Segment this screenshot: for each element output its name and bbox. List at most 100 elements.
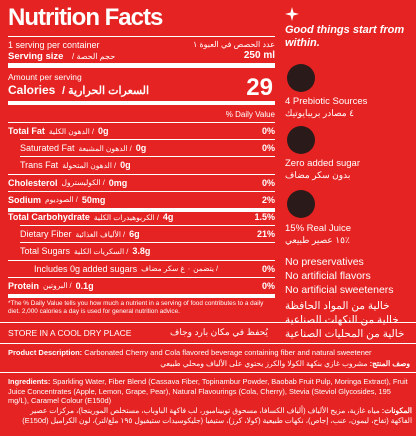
- nutrient-dv: 1.5%: [254, 212, 275, 222]
- nutrient-row: Dietary Fiber / الألياف الغذائية 6g 21%: [8, 226, 275, 243]
- nutrient-name: Sodium: [8, 194, 41, 205]
- rule: [8, 190, 275, 192]
- claim: No artificial flavors: [285, 270, 371, 282]
- nutrient-row: Trans Fat / الدهون المتحولة 0g: [8, 157, 275, 174]
- nutrient-amount: 0g: [135, 143, 147, 154]
- nutrient-amount: 50mg: [81, 194, 106, 205]
- serving-size-ar: / حجم الحصة: [72, 52, 116, 61]
- nutrient-amount: 0g: [120, 160, 131, 171]
- rule: [8, 276, 275, 278]
- rule: [20, 225, 275, 227]
- rule: [8, 63, 275, 68]
- nutrient-dv: 0%: [261, 126, 275, 136]
- ingredients-label-ar: المكونات:: [381, 406, 412, 415]
- juice-icon: [287, 190, 315, 218]
- rule: [8, 259, 275, 261]
- rule: [8, 122, 275, 123]
- tagline: Good things start from within.: [285, 24, 405, 49]
- sugar-icon: [287, 126, 315, 154]
- nutrient-amount: 0g: [98, 126, 109, 136]
- nutrient-name-ar: / يتضمن ٠ غ سكر مضاف: [141, 264, 219, 274]
- dv-header: % Daily Value: [225, 110, 275, 119]
- rule: [8, 101, 275, 105]
- nutrient-name-ar: / الدهون المشبعة: [78, 143, 132, 153]
- nutrient-name: Total Carbohydrate: [8, 212, 90, 222]
- nutrient-name: Includes 0g added sugars: [34, 263, 138, 274]
- description-text: Carbonated Cherry and Cola flavored beve…: [84, 348, 372, 357]
- rule: [20, 139, 275, 141]
- nutrient-name-ar: / الدهون الكلية: [48, 126, 95, 136]
- rule: [8, 173, 275, 175]
- nutrient-row: Cholesterol / الكوليسترول 0mg 0%: [8, 174, 275, 191]
- nutrient-name: Saturated Fat: [20, 143, 75, 154]
- feature: 4 Prebiotic Sources: [285, 96, 368, 107]
- description-label-ar: وصف المنتج:: [369, 359, 410, 368]
- feature: Zero added sugar: [285, 158, 360, 169]
- nutrient-name: Dietary Fiber: [20, 229, 72, 240]
- feature: 15% Real Juice: [285, 223, 352, 234]
- rule: [8, 209, 275, 212]
- nutrient-row: Total Carbohydrate / الكربوهيدرات الكلية 4…: [8, 209, 275, 226]
- nutrient-name-ar: / الألياف الغذائية: [75, 229, 126, 239]
- nutrient-row: Total Fat / الدهون الكلية 0g 0%: [8, 123, 275, 140]
- nutrient-name: Trans Fat: [20, 160, 59, 171]
- nutrient-name-ar: / الكوليسترول: [61, 178, 105, 188]
- claim-ar: خالية من النكهات الصناعية: [285, 314, 399, 326]
- nutrient-row: Sodium / الصوديوم 50mg 2%: [8, 191, 275, 208]
- rule: [8, 294, 275, 298]
- footnote: *The % Daily Value tells you how much a …: [8, 300, 264, 315]
- storage-ar: يُحفظ في مكان بارد وجاف: [170, 327, 268, 337]
- nutrient-dv: 0%: [261, 280, 275, 291]
- nutrient-name-ar: / الدهون المتحولة: [62, 160, 117, 170]
- nutrient-name: Total Sugars: [20, 246, 71, 257]
- claim: No preservatives: [285, 256, 364, 268]
- claim-ar: خالية من المواد الحافظة: [285, 300, 390, 312]
- ingredients-text: Sparkling Water, Fiber Blend (Cassava Fi…: [8, 377, 408, 405]
- feature-ar: ٤ مصادر بريبايوتيك: [285, 108, 354, 118]
- nutrient-row: Total Sugars / السكريات الكلية 3.8g: [8, 243, 275, 260]
- nutrient-row: Includes 0g added sugars / يتضمن ٠ غ سكر …: [8, 260, 275, 277]
- rule: [0, 322, 416, 323]
- storage: STORE IN A COOL DRY PLACE: [8, 328, 132, 338]
- nutrient-amount: 3.8g: [132, 246, 151, 257]
- amount-per-serving: Amount per serving: [8, 72, 82, 82]
- serving-size-value: 250 ml: [243, 50, 275, 61]
- nutrient-name-ar: / الكربوهيدرات الكلية: [93, 212, 159, 222]
- nutrient-name-ar: / البروتين: [43, 281, 72, 291]
- servings: 1 serving per container: [8, 40, 100, 50]
- nutrient-name: Total Fat: [8, 126, 45, 136]
- nutrient-row: Protein / البروتين 0.1g 0%: [8, 277, 275, 294]
- rule: [0, 343, 416, 344]
- nutrient-dv: 0%: [261, 263, 275, 274]
- servings-ar: عدد الحصص في العبوة ١: [192, 40, 275, 49]
- calories: Calories: [8, 83, 56, 97]
- rule: [20, 242, 275, 244]
- calories-ar: / السعرات الحرارية: [62, 85, 150, 97]
- nutrient-name-ar: / السكريات الكلية: [74, 246, 129, 256]
- nutrient-dv: 2%: [261, 194, 275, 205]
- nutrient-name-ar: / الصوديوم: [45, 195, 78, 205]
- description-label: Product Description:: [8, 348, 83, 357]
- star-icon: [285, 7, 299, 21]
- nutrient-dv: 21%: [256, 229, 275, 240]
- serving-size: Serving size: [8, 51, 64, 62]
- nutrient-amount: 4g: [162, 212, 174, 222]
- rule: [20, 156, 275, 158]
- nutrient-amount: 0.1g: [75, 280, 94, 291]
- nutrient-row: Saturated Fat / الدهون المشبعة 0g 0%: [8, 140, 275, 157]
- feature-ar: ٪١٥ عصير طبيعي: [285, 235, 350, 245]
- nutrient-name: Cholesterol: [8, 177, 58, 188]
- claim-ar: خالية من المحليات الصناعية: [285, 328, 405, 340]
- nutrient-amount: 0mg: [108, 177, 128, 188]
- title: Nutrition Facts: [8, 4, 163, 31]
- calories-value: 29: [246, 74, 273, 101]
- nutrient-amount: 6g: [129, 229, 140, 240]
- feature-ar: بدون سكر مضاف: [285, 170, 351, 180]
- nutrient-dv: 0%: [261, 143, 275, 154]
- rule: [8, 36, 275, 37]
- description-text-ar: مشروب غازي بنكهة الكولا والكرز يحتوي على…: [160, 359, 368, 368]
- nutrient-dv: 0%: [261, 177, 275, 188]
- ingredients-label: Ingredients:: [8, 377, 51, 386]
- ingredients-text-ar: مياه غازية، مزيج الألياف (ألياف الكسافا،…: [22, 406, 412, 425]
